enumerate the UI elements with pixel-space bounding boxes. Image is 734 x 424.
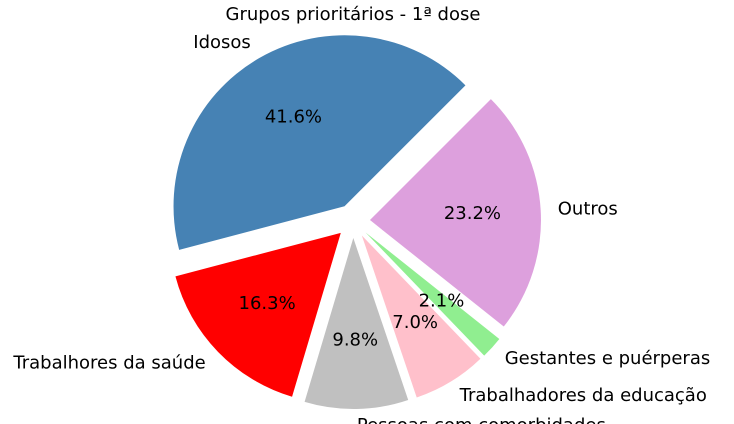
pie-slice-pessoas-com-comorbidades — [304, 237, 409, 409]
pie-slice-trabalhadores-da-educacao — [361, 235, 481, 398]
pie-slices — [173, 35, 541, 409]
slice-pct-outros: 23.2% — [444, 203, 501, 224]
slice-pct-gestantes-e-puerperas: 2.1% — [419, 290, 465, 311]
pie-slice-trabalhores-da-saude — [175, 232, 341, 397]
slice-label-idosos: Idosos — [193, 32, 251, 53]
pie-slice-gestantes-e-puerperas — [365, 232, 500, 356]
slice-pct-trabalhadores-da-educacao: 7.0% — [392, 312, 438, 333]
slice-label-pessoas-com-comorbidades: Pessoas com comorbidades — [357, 415, 606, 424]
pie-slice-outros — [369, 99, 541, 327]
slice-label-outros: Outros — [558, 198, 618, 219]
slice-label-trabalhadores-da-educacao: Trabalhadores da educação — [459, 385, 707, 406]
slice-pct-trabalhores-da-saude: 16.3% — [239, 293, 296, 314]
chart-title: Grupos prioritários - 1ª dose — [226, 4, 481, 25]
slice-label-gestantes-e-puerperas: Gestantes e puérperas — [505, 348, 711, 369]
pie-labels: Idosos 41.6% Trabalhores da saúde 16.3% Pess… — [12, 32, 710, 424]
slice-pct-idosos: 41.6% — [265, 106, 322, 127]
pie-slice-idosos — [173, 35, 466, 250]
slice-label-trabalhores-da-saude: Trabalhores da saúde — [12, 353, 205, 374]
slice-pct-pessoas-com-comorbidades: 9.8% — [332, 330, 378, 351]
